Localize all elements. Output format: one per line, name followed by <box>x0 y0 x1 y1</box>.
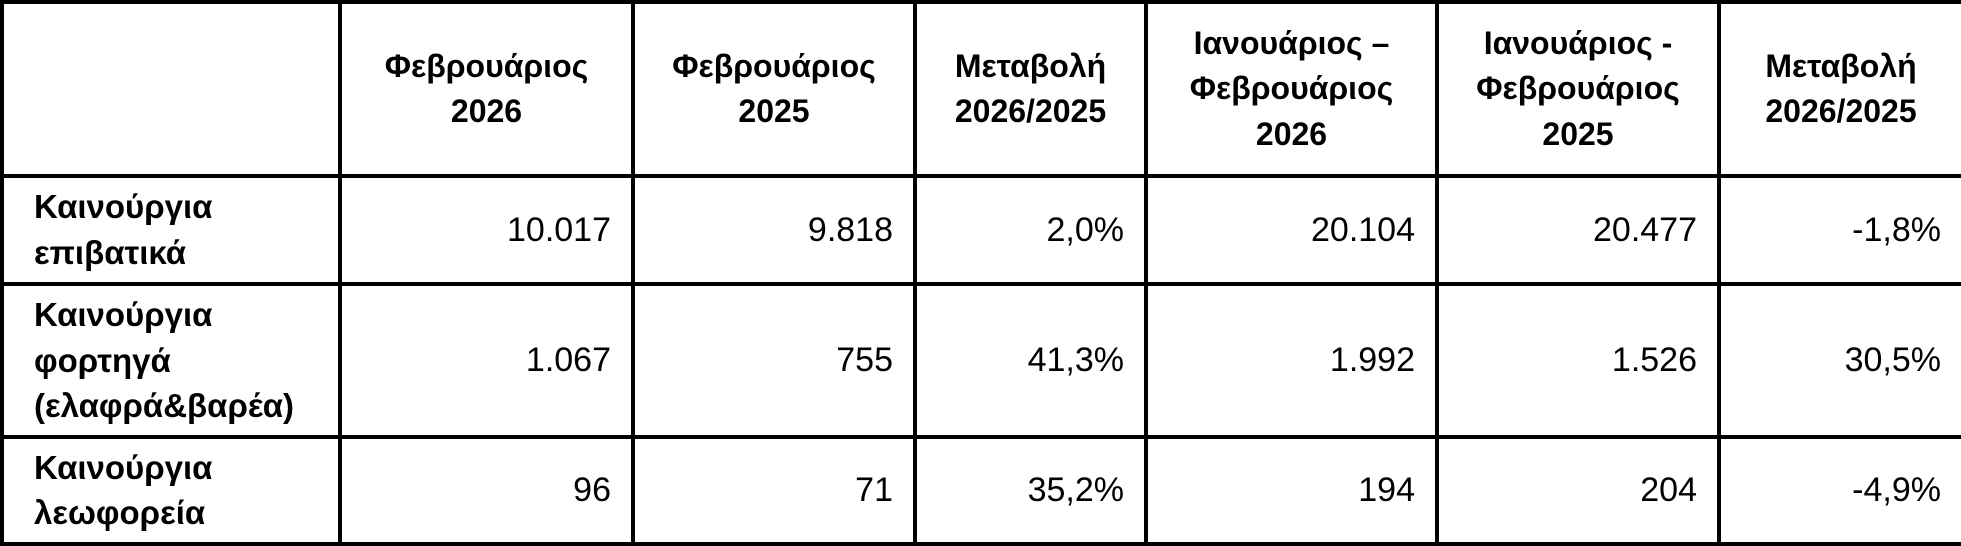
row-label-trucks: Καινούργια φορτηγά (ελαφρά&βαρέα) <box>0 282 342 439</box>
col-header-change-month-2026-2025: Μεταβολή 2026/2025 <box>913 0 1148 178</box>
row-label-passenger-cars: Καινούργια επιβατικά <box>0 174 342 286</box>
col-header-jan-feb-2025: Ιανουάριος - Φεβρουάριος 2025 <box>1435 0 1721 178</box>
table-row-trucks: Καινούργια φορτηγά (ελαφρά&βαρέα) 1.067 … <box>0 282 1961 439</box>
table-cell: 41,3% <box>913 282 1148 439</box>
table-cell: 96 <box>338 434 635 546</box>
table-cell: 194 <box>1144 434 1439 546</box>
col-header-february-2025: Φεβρουάριος 2025 <box>631 0 917 178</box>
table-row-passenger-cars: Καινούργια επιβατικά 10.017 9.818 2,0% 2… <box>0 174 1961 286</box>
table-cell: 30,5% <box>1717 282 1961 439</box>
table-cell: 204 <box>1435 434 1721 546</box>
table-header-row: Φεβρουάριος 2026 Φεβρουάριος 2025 Μεταβο… <box>0 0 1961 178</box>
table-cell: -1,8% <box>1717 174 1961 286</box>
table-cell: 71 <box>631 434 917 546</box>
row-label-buses: Καινούργια λεωφορεία <box>0 434 342 546</box>
table-cell: 1.067 <box>338 282 635 439</box>
table-cell: 1.526 <box>1435 282 1721 439</box>
col-header-jan-feb-2026: Ιανουάριος – Φεβρουάριος 2026 <box>1144 0 1439 178</box>
table-cell: 2,0% <box>913 174 1148 286</box>
table-cell: -4,9% <box>1717 434 1961 546</box>
table-cell: 20.477 <box>1435 174 1721 286</box>
table-cell: 20.104 <box>1144 174 1439 286</box>
corner-empty-cell <box>0 0 342 178</box>
table-row-buses: Καινούργια λεωφορεία 96 71 35,2% 194 204… <box>0 434 1961 546</box>
col-header-february-2026: Φεβρουάριος 2026 <box>338 0 635 178</box>
col-header-change-ytd-2026-2025: Μεταβολή 2026/2025 <box>1717 0 1961 178</box>
table-cell: 755 <box>631 282 917 439</box>
table-cell: 10.017 <box>338 174 635 286</box>
table-cell: 35,2% <box>913 434 1148 546</box>
table-cell: 9.818 <box>631 174 917 286</box>
table-cell: 1.992 <box>1144 282 1439 439</box>
